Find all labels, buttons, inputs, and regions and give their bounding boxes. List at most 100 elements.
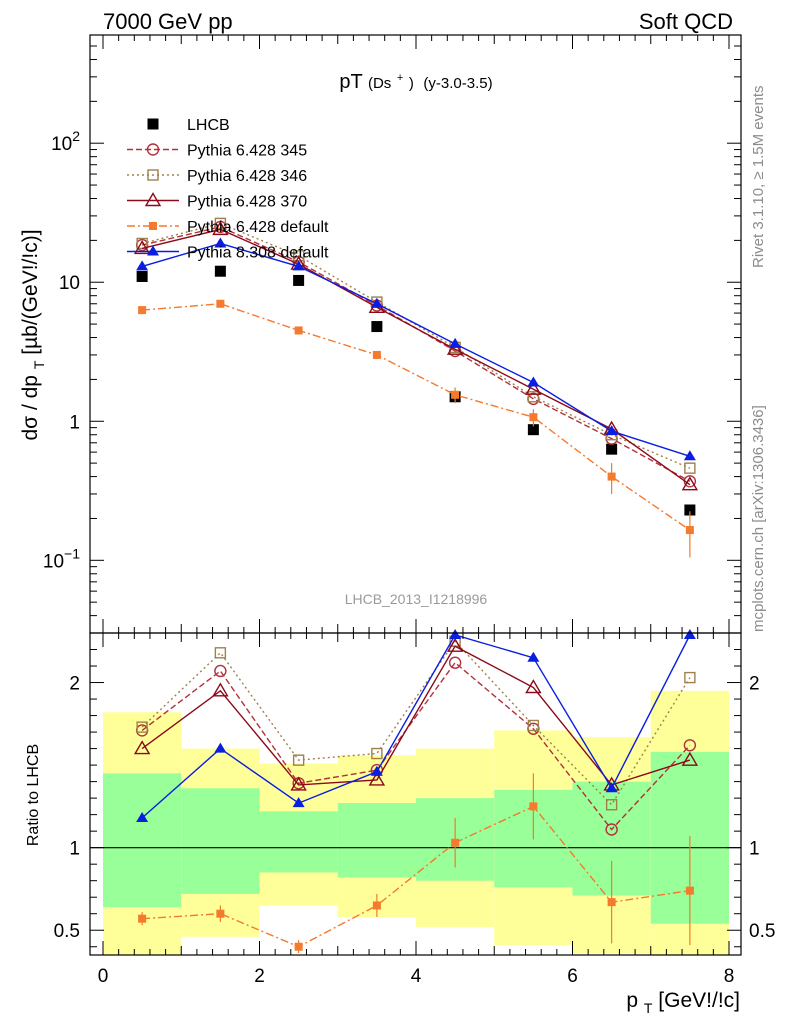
plot-title-range: (y-3.0-3.5) [423,75,492,92]
ratio-line-p370 [141,645,691,786]
plot-title-paren: (Ds [368,75,391,92]
ratio-point-p370-2 [290,776,307,791]
xaxis-label: p T [GeV!/!c] [626,989,740,1018]
xaxis-label-units: [GeV!/!c] [658,989,740,1012]
ratio-ytick-label-right-1: 1 [749,839,760,860]
main-point-p8-6 [605,425,618,436]
main-point-p370-1 [212,220,229,236]
legend-label-p8: Pythia 8.308 default [187,245,329,262]
xaxis-label-text: p [626,989,638,1012]
axes: 10−1 1 10 102 0.5 0.5 1 1 2 2 0 2 4 6 8 [43,34,775,987]
main-point-data-1 [214,265,226,277]
legend-marker-data [147,118,159,130]
ratio-panel [90,629,741,953]
legend-entry-pdef: Pythia 6.428 default [127,219,329,236]
main-point-p370-0 [133,240,151,255]
ratio-point-pdef-3 [372,901,381,910]
ratio-point-p8-4 [449,629,462,639]
main-point-pdef-4 [451,390,460,399]
xtick-label-0: 0 [98,966,109,987]
ratio-ytick-label-left-1: 1 [69,839,80,860]
main-point-p8-4 [449,337,462,348]
ratio-point-p346-6 [605,799,618,811]
legend-entry-p346: Pythia 6.428 346 [127,168,307,185]
ratio-point-pdef-2 [294,942,303,951]
header-process-label: Soft QCD [639,9,733,34]
ratio-uncertainty-bands [103,690,729,955]
main-point-pdef-2 [294,326,303,335]
main-ytick-label-0: 10−1 [43,545,80,572]
ratio-point-pdef-1 [216,909,225,918]
legend-marker-p345 [146,143,160,156]
legend-entry-p8: Pythia 8.308 default [127,245,329,262]
ratio-point-p370-7 [681,751,699,766]
main-point-p8-1 [214,237,227,248]
plot-title-close: ) [409,75,414,92]
band-green-3 [337,803,416,878]
main-point-p8-3 [370,297,383,308]
main-series-pdef [138,299,694,558]
legend-entry-data: LHCB [147,117,230,134]
ratio-point-p345-4 [448,656,462,669]
ratio-line-p345 [141,661,691,831]
ratio-point-p346-0 [136,721,148,733]
xtick-label-2: 4 [411,966,422,987]
header-energy-label: 7000 GeV pp [103,9,233,34]
xaxis-label-sub: T [644,1000,653,1016]
ratio-line-p346 [141,640,691,806]
main-point-data-3 [371,321,383,333]
ratio-ytick-label-right-0: 0.5 [749,921,775,942]
main-point-pdef-6 [607,472,616,481]
main-point-data-6 [606,443,618,455]
main-point-pdef-0 [138,306,147,315]
legend-entry-p345: Pythia 6.428 345 [127,143,307,160]
plot-title: pT (Ds + ) (y-3.0-3.5) [339,64,492,93]
ratio-point-p8-6 [605,782,618,793]
main-point-p370-7 [681,476,699,491]
main-point-data-2 [293,274,305,286]
ratio-point-p8-3 [370,765,383,776]
main-ylabel-text: dσ / dp [19,375,42,441]
rivet-version-note: Rivet 3.1.10, ≥ 1.5M events [750,86,767,269]
ratio-point-p370-5 [525,679,542,694]
ratio-point-pdef-4 [451,838,460,847]
ratio-point-pdef-7 [685,886,694,895]
ratio-series-p8 [136,629,696,822]
main-line-p8 [141,242,691,457]
ratio-point-p345-7 [683,739,697,752]
main-line-pdef [142,303,691,531]
main-point-pdef-3 [372,350,381,359]
xtick-label-3: 6 [567,966,578,987]
main-ylabel: dσ / dp T [µb/(GeV!/!c)] [19,229,49,440]
legend-label-p370: Pythia 6.428 370 [187,194,307,211]
ratio-point-pdef-5 [529,802,538,811]
analysis-watermark: LHCB_2013_I1218996 [345,591,488,607]
ratio-point-p345-6 [605,823,618,836]
ratio-point-p346-2 [292,754,305,766]
main-ylabel-units: [µb/(GeV!/!c)] [19,229,42,354]
main-point-data-5 [527,424,539,436]
xtick-label-1: 2 [254,966,265,987]
ratio-ylabel: Ratio to LHCB [25,744,42,846]
ratio-ytick-label-left-2: 2 [69,674,80,695]
main-point-p8-0 [136,260,149,271]
legend-label-p346: Pythia 6.428 346 [187,168,307,185]
legend-label-data: LHCB [187,117,230,134]
main-point-pdef-1 [216,299,225,308]
ratio-point-p345-1 [214,664,227,678]
ratio-point-p370-4 [446,637,464,652]
main-point-data-7 [684,504,696,516]
main-line-p346 [141,222,691,469]
legend-label-p345: Pythia 6.428 345 [187,143,307,160]
source-note: mcplots.cern.ch [arXiv:1306.3436] [750,405,767,632]
ratio-ytick-label-right-2: 2 [749,674,760,695]
ratio-series-p346 [136,635,696,811]
main-panel [133,217,699,558]
band-green-2 [259,811,338,873]
main-point-p8-5 [527,376,540,387]
main-point-p8-7 [683,450,696,461]
xtick-label-4: 8 [724,966,735,987]
ratio-point-p346-5 [527,719,540,732]
ratio-point-p346-3 [371,747,383,760]
